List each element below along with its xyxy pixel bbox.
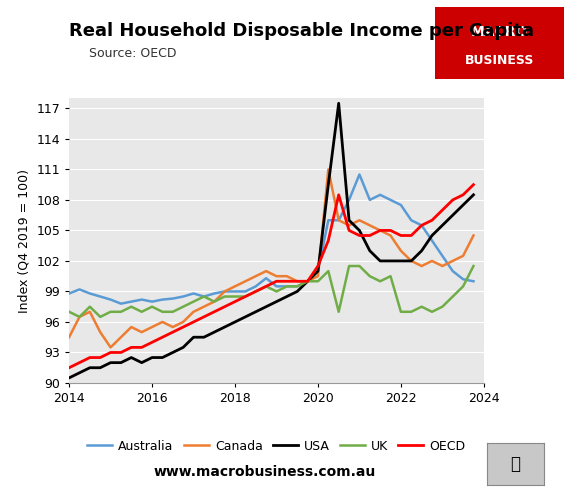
Y-axis label: Index (Q4 2019 = 100): Index (Q4 2019 = 100) [18,168,31,313]
Text: 🐺: 🐺 [510,455,521,473]
Text: Source: OECD: Source: OECD [89,47,177,59]
Legend: Australia, Canada, USA, UK, OECD: Australia, Canada, USA, UK, OECD [82,435,471,458]
Text: www.macrobusiness.com.au: www.macrobusiness.com.au [154,464,376,479]
Text: MACRO: MACRO [471,25,528,39]
Text: Real Household Disposable Income per Capita: Real Household Disposable Income per Cap… [69,22,534,40]
Text: BUSINESS: BUSINESS [465,55,535,67]
